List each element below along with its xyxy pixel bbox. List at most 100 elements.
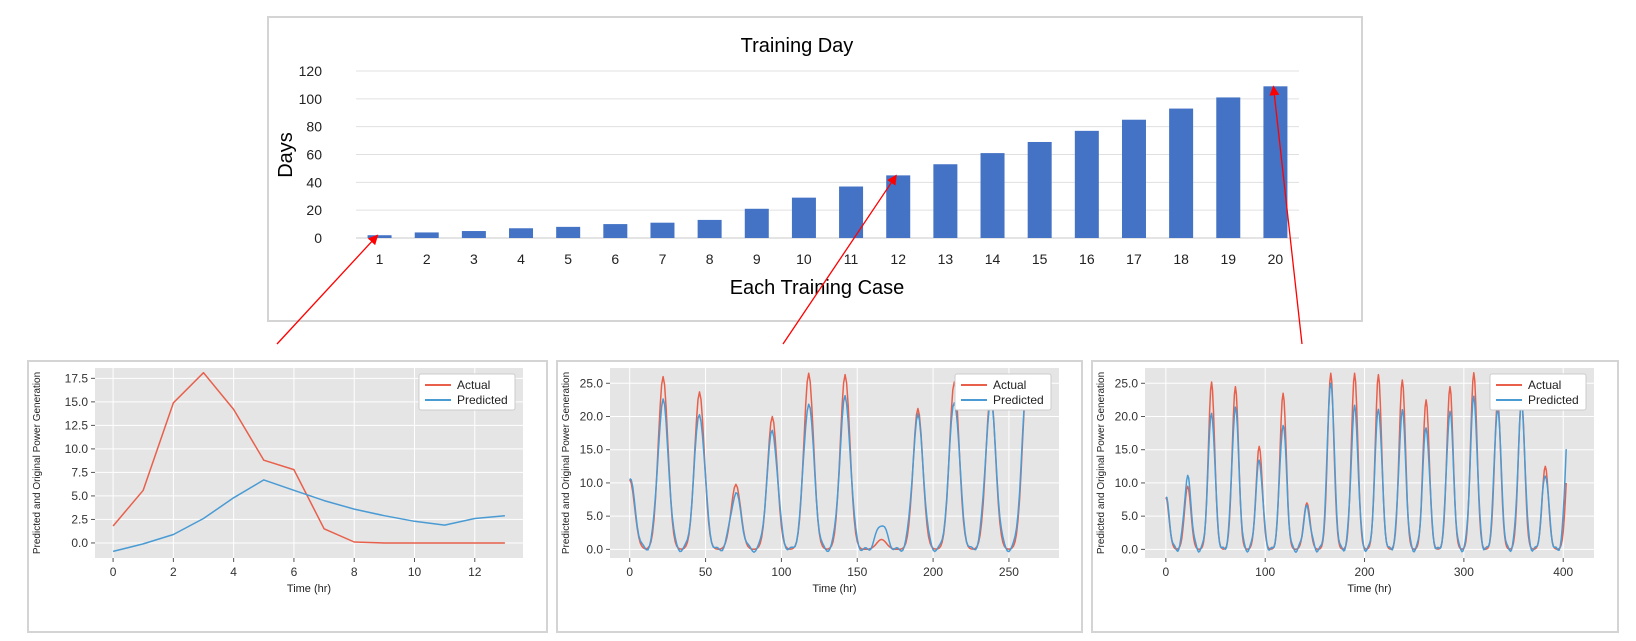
x-tick-label: 10 (796, 251, 812, 267)
bars (367, 86, 1288, 238)
y-axis-label: Predicted and Original Power Generation (1096, 372, 1107, 554)
bar (839, 186, 864, 238)
legend-label: Predicted (993, 393, 1044, 407)
bar (1169, 108, 1194, 238)
case-12-line-chart: 0 50 100 150 200 250 0.0 5.0 10.0 15.0 20.0 25.0 Tim… (561, 368, 1059, 595)
gridlines (356, 70, 1299, 239)
x-tick-label: 13 (938, 251, 954, 267)
x-tick-label: 200 (923, 565, 943, 579)
chart-title: Training Day (741, 35, 854, 57)
y-tick-label: 5.0 (586, 509, 603, 523)
y-tick-label: 12.5 (65, 418, 89, 432)
y-tick-label: 0.0 (71, 536, 88, 550)
x-tick-label: 0 (110, 565, 117, 579)
x-tick-label: 9 (753, 251, 761, 267)
y-tick-label: 15.0 (580, 443, 604, 457)
x-tick-label: 4 (517, 251, 525, 267)
x-tick-label: 12 (890, 251, 906, 267)
x-tick-label: 2 (423, 251, 431, 267)
y-tick-label: 60 (306, 147, 322, 163)
x-tick-label: 200 (1355, 565, 1375, 579)
y-tick-label: 2.5 (71, 512, 88, 526)
bar (744, 208, 769, 238)
series-line-actual (112, 371, 505, 544)
y-tick-label: 25.0 (1115, 376, 1139, 390)
bar (1074, 130, 1099, 238)
bar (791, 197, 816, 238)
y-tick-label: 15.0 (65, 395, 89, 409)
x-tick-label: 20 (1268, 251, 1284, 267)
bar (461, 231, 486, 238)
bar (603, 224, 628, 238)
bar (367, 235, 392, 238)
case-1-line-chart-panel: 0 2 4 6 8 10 12 0.0 2.5 5.0 7.5 10.0 12.5 15.0 17.5 Tim… (27, 360, 548, 633)
x-tick-label: 2 (170, 565, 177, 579)
y-tick-label: 25.0 (580, 376, 604, 390)
x-tick-label: 0 (626, 565, 633, 579)
y-axis-label: Predicted and Original Power Generation (561, 372, 572, 554)
x-tick-label: 11 (844, 251, 859, 267)
y-tick-label: 20 (306, 202, 322, 218)
bar (414, 232, 439, 238)
x-tick-label: 4 (230, 565, 237, 579)
bar (697, 219, 722, 238)
x-tick-label: 400 (1553, 565, 1573, 579)
x-axis-label: Each Training Case (730, 277, 905, 299)
series-line-predicted (1165, 382, 1567, 553)
x-tick-label: 15 (1032, 251, 1048, 267)
x-tick-label: 50 (699, 565, 713, 579)
y-tick-label: 20.0 (1115, 409, 1139, 423)
y-tick-label: 120 (299, 63, 323, 79)
case-20-line-chart-panel: 0 100 200 300 400 0.0 5.0 10.0 15.0 20.0 25.0 Time … (1091, 360, 1619, 633)
case-20-line-chart: 0 100 200 300 400 0.0 5.0 10.0 15.0 20.0 25.0 Time … (1096, 368, 1594, 595)
legend-label: Actual (457, 378, 490, 392)
x-tick-label: 8 (706, 251, 714, 267)
x-tick-label: 12 (468, 565, 482, 579)
x-tick-label: 10 (408, 565, 422, 579)
y-tick-label: 0 (314, 230, 322, 246)
case-1-line-chart: 0 2 4 6 8 10 12 0.0 2.5 5.0 7.5 10.0 12.5 15.0 17.5 Tim… (32, 368, 523, 595)
bar (933, 164, 958, 238)
series-line-predicted (629, 389, 1027, 553)
x-axis-label: Time (hr) (812, 583, 856, 595)
y-tick-label: 80 (306, 119, 322, 135)
x-tick-labels: 1 2 3 4 5 6 7 8 9 10 11 12 13 14 15 16 17 18 19 20 (376, 251, 1284, 267)
training-day-chart: Training Day Days Each Training Case 020… (275, 35, 1299, 299)
x-tick-label: 100 (1255, 565, 1275, 579)
x-tick-label: 3 (470, 251, 478, 267)
series-line-predicted (112, 479, 505, 553)
x-tick-label: 14 (985, 251, 1001, 267)
bar (980, 153, 1005, 238)
y-tick-labels: 0 20 40 60 80 100 120 (299, 63, 323, 246)
x-tick-label: 19 (1220, 251, 1236, 267)
y-tick-label: 40 (306, 174, 322, 190)
training-day-chart-panel: Training Day Days Each Training Case 0 20… (267, 16, 1363, 322)
x-tick-label: 18 (1173, 251, 1189, 267)
y-tick-label: 20.0 (580, 409, 604, 423)
y-tick-label: 0.0 (586, 542, 603, 556)
x-tick-label: 17 (1126, 251, 1142, 267)
bar (509, 228, 534, 238)
x-tick-label: 16 (1079, 251, 1095, 267)
legend-label: Actual (1528, 378, 1561, 392)
bar (1263, 86, 1288, 238)
y-axis-label: Predicted and Original Power Generation (32, 372, 43, 554)
x-tick-label: 150 (847, 565, 867, 579)
bar (1121, 119, 1146, 238)
legend-label: Predicted (457, 393, 508, 407)
x-tick-label: 250 (999, 565, 1019, 579)
x-axis-label: Time (hr) (287, 583, 331, 595)
y-tick-label: 100 (299, 91, 323, 107)
bar (886, 175, 911, 238)
y-tick-label: 15.0 (1115, 443, 1139, 457)
x-axis-label: Time (hr) (1347, 583, 1391, 595)
y-tick-label: 10.0 (65, 442, 89, 456)
x-tick-label: 8 (351, 565, 358, 579)
y-tick-label: 0.0 (1121, 542, 1138, 556)
x-tick-label: 300 (1454, 565, 1474, 579)
y-tick-label: 10.0 (1115, 476, 1139, 490)
y-tick-label: 5.0 (71, 489, 88, 503)
x-tick-label: 0 (1163, 565, 1170, 579)
legend-label: Actual (993, 378, 1026, 392)
bar (650, 222, 675, 238)
